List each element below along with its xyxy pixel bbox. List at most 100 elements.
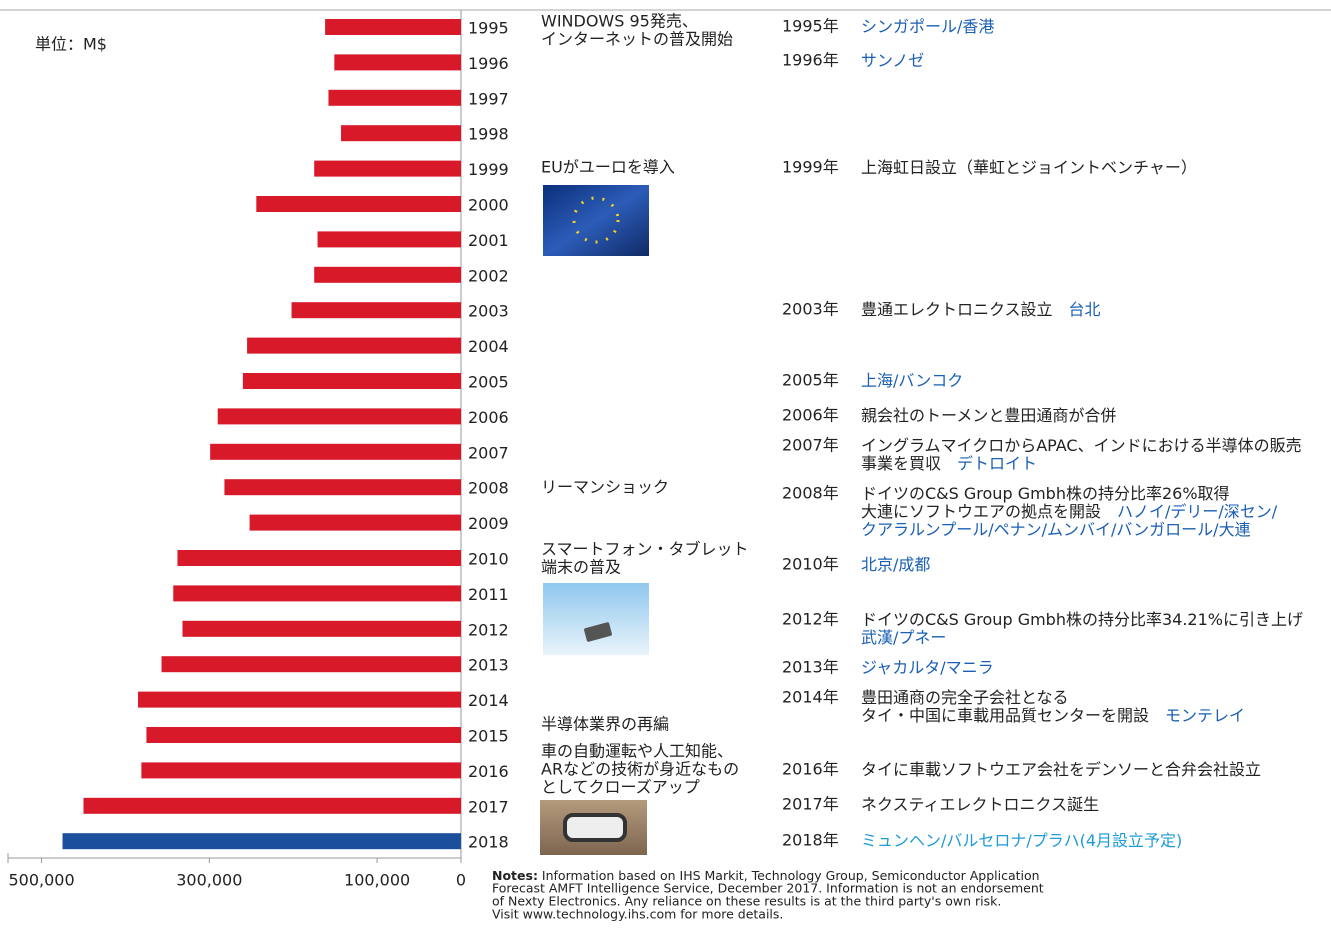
history-segment: 北京/成都	[861, 555, 930, 574]
history-year: 2008年	[782, 484, 839, 503]
history-year: 2016年	[782, 760, 839, 779]
history-year: 2012年	[782, 610, 839, 629]
year-label: 2002	[468, 266, 509, 285]
year-label: 1998	[468, 125, 509, 144]
year-label: 2003	[468, 302, 509, 321]
year-label: 2012	[468, 620, 509, 639]
year-label: 1997	[468, 89, 509, 108]
history-segment: ハノイ/デリー/深セン/	[1117, 502, 1278, 521]
history-year: 1996年	[782, 51, 839, 70]
history-line: ネクスティエレクトロニクス誕生	[861, 795, 1099, 814]
image-vr	[540, 800, 647, 855]
history-segment: モンテレイ	[1165, 706, 1245, 725]
history-segment: ドイツのC&S Group Gmbh株の持分比率26%取得	[861, 484, 1230, 503]
bar	[256, 196, 461, 212]
history-year: 1999年	[782, 158, 839, 177]
event-text: スマートフォン・タブレット	[541, 540, 749, 559]
event-text: WINDOWS 95発売、	[541, 12, 698, 31]
year-label: 2011	[468, 585, 509, 604]
event-text: インターネットの普及開始	[541, 30, 733, 49]
history-year: 2013年	[782, 658, 839, 677]
history-segment: 上海/バンコク	[861, 371, 963, 390]
notes-line: Visit www.technology.ihs.com for more de…	[492, 907, 783, 922]
notes-line: of Nexty Electronics. Any reliance on th…	[492, 894, 1001, 909]
history-year: 2005年	[782, 371, 839, 390]
history-year: 2010年	[782, 555, 839, 574]
image-smartphone	[543, 583, 649, 655]
bar	[161, 656, 461, 673]
year-label: 2007	[468, 443, 509, 462]
bar	[210, 443, 461, 460]
history-line: ドイツのC&S Group Gmbh株の持分比率34.21%に引き上げ	[861, 610, 1303, 629]
bar	[341, 125, 461, 142]
bar	[141, 762, 461, 779]
x-tick-label: 300,000	[176, 871, 242, 890]
x-tick-label: 500,000	[8, 871, 74, 890]
notes-line: Forecast AMFT Intelligence Service, Dece…	[492, 881, 1044, 896]
history-segment: 豊通エレクトロニクス設立	[861, 300, 1069, 319]
history-line: サンノゼ	[861, 51, 924, 70]
history-line: シンガポール/香港	[861, 17, 994, 36]
year-label: 2013	[468, 656, 509, 675]
bar	[83, 797, 461, 814]
history-line: 豊田通商の完全子会社となる	[861, 688, 1069, 707]
history-segment: 豊田通商の完全子会社となる	[861, 688, 1069, 707]
bar	[242, 373, 461, 389]
bar	[177, 550, 461, 566]
year-label: 1999	[468, 160, 509, 179]
bar	[314, 160, 461, 177]
bar	[247, 337, 461, 354]
bar	[328, 89, 461, 106]
history-segment: 事業を買収	[861, 454, 957, 473]
history-segment: タイ・中国に車載用品質センターを開設	[861, 706, 1165, 725]
bar	[334, 54, 461, 71]
bar	[317, 231, 461, 248]
event-text: リーマンショック	[541, 478, 669, 497]
year-label: 2001	[468, 231, 509, 250]
history-line: 豊通エレクトロニクス設立 台北	[861, 300, 1101, 319]
history-segment: イングラムマイクロからAPAC、インドにおける半導体の販売	[861, 436, 1302, 455]
history-year: 2018年	[782, 831, 839, 850]
year-label: 2000	[468, 196, 509, 215]
year-label: 2014	[468, 691, 509, 710]
history-segment: デトロイト	[957, 454, 1037, 473]
history-year: 2017年	[782, 795, 839, 814]
bar	[224, 479, 461, 496]
event-text: 半導体業界の再編	[541, 715, 669, 734]
year-label: 2009	[468, 514, 509, 533]
notes-line: Notes: Information based on IHS Markit, …	[492, 868, 1040, 883]
bar	[138, 691, 461, 708]
year-label: 2008	[468, 479, 509, 498]
bar	[325, 19, 461, 35]
bar	[62, 833, 462, 850]
history-segment: サンノゼ	[861, 51, 924, 70]
year-label: 2004	[468, 337, 509, 356]
year-label: 2010	[468, 550, 509, 569]
history-segment: ネクスティエレクトロニクス誕生	[861, 795, 1099, 814]
bar	[173, 585, 461, 602]
event-text: としてクローズアップ	[541, 778, 700, 797]
year-label: 2016	[468, 762, 509, 781]
unit-label: 単位：M$	[35, 35, 107, 54]
history-segment: 台北	[1069, 300, 1101, 319]
history-segment: 大連にソフトウエアの拠点を開設	[861, 502, 1117, 521]
bar	[314, 266, 461, 283]
history-segment: タイに車載ソフトウエア会社をデンソーと合弁会社設立	[861, 760, 1261, 779]
x-tick-label: 100,000	[344, 871, 410, 890]
history-line: ドイツのC&S Group Gmbh株の持分比率26%取得	[861, 484, 1230, 503]
history-line: 北京/成都	[861, 555, 930, 574]
history-line: 事業を買収 デトロイト	[861, 454, 1037, 473]
x-tick-label: 0	[456, 871, 466, 890]
history-segment: ドイツのC&S Group Gmbh株の持分比率34.21%に引き上げ	[861, 610, 1303, 629]
history-line: ミュンヘン/バルセロナ/プラハ(4月設立予定)	[861, 831, 1182, 850]
event-text: 端末の普及	[541, 558, 621, 577]
event-text: 車の自動運転や人工知能、	[541, 742, 733, 761]
notes-text: Information based on IHS Markit, Technol…	[538, 868, 1040, 883]
history-segment: ミュンヘン/バルセロナ/プラハ(4月設立予定)	[861, 831, 1182, 850]
history-segment: ジャカルタ/マニラ	[861, 658, 994, 677]
history-line: 上海/バンコク	[861, 371, 963, 390]
history-line: タイ・中国に車載用品質センターを開設 モンテレイ	[861, 706, 1245, 725]
image-eu	[543, 185, 649, 256]
history-segment: シンガポール/香港	[861, 17, 994, 36]
